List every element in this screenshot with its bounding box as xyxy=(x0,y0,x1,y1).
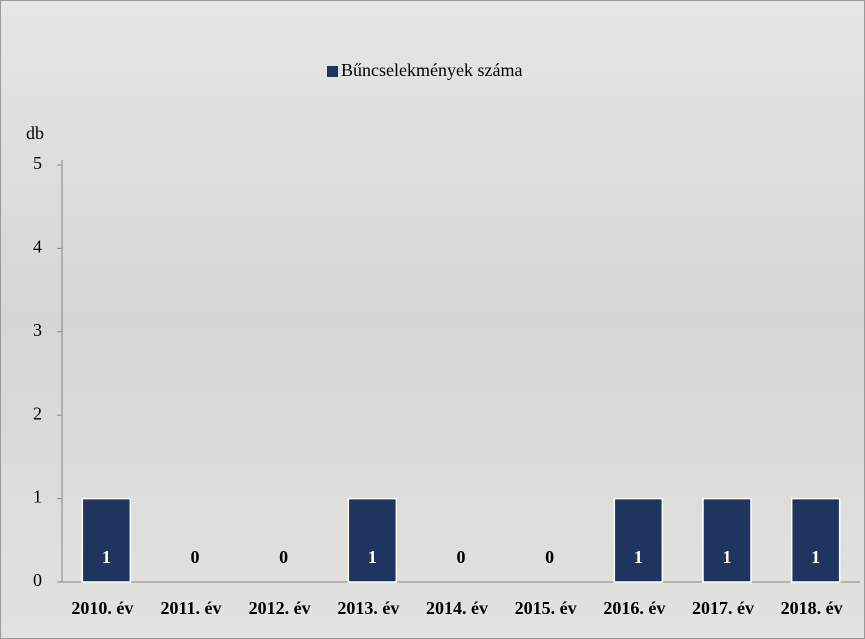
data-label: 0 xyxy=(279,547,288,567)
y-tick-label: 2 xyxy=(33,403,42,423)
x-tick-label: 2014. év xyxy=(426,598,488,618)
x-tick-label: 2018. év xyxy=(781,598,843,618)
legend-label: Bűncselekmények száma xyxy=(341,60,522,80)
x-tick-label: 2015. év xyxy=(515,598,577,618)
x-tick-label: 2017. év xyxy=(692,598,754,618)
y-tick-label: 4 xyxy=(33,237,42,257)
bar xyxy=(613,497,664,583)
y-axis-label: db xyxy=(26,123,44,143)
x-tick-label: 2012. év xyxy=(249,598,311,618)
data-label: 0 xyxy=(545,547,554,567)
y-tick-label: 3 xyxy=(33,320,42,340)
y-tick-label: 5 xyxy=(33,153,42,173)
x-tick-label: 2011. év xyxy=(161,598,222,618)
data-label: 1 xyxy=(368,547,377,567)
x-tick-label: 2013. év xyxy=(337,598,399,618)
y-tick-label: 1 xyxy=(33,487,42,507)
data-label: 1 xyxy=(102,547,111,567)
y-tick-label: 0 xyxy=(33,570,42,590)
x-tick-label: 2016. év xyxy=(603,598,665,618)
x-tick-label: 2010. év xyxy=(71,598,133,618)
data-label: 1 xyxy=(634,547,643,567)
data-label: 1 xyxy=(811,547,820,567)
bar xyxy=(790,497,841,583)
data-label: 0 xyxy=(191,547,200,567)
bar xyxy=(347,497,398,583)
bar xyxy=(81,497,132,583)
data-label: 1 xyxy=(723,547,732,567)
bar xyxy=(702,497,752,583)
legend-swatch xyxy=(327,66,338,77)
data-label: 0 xyxy=(457,547,466,567)
